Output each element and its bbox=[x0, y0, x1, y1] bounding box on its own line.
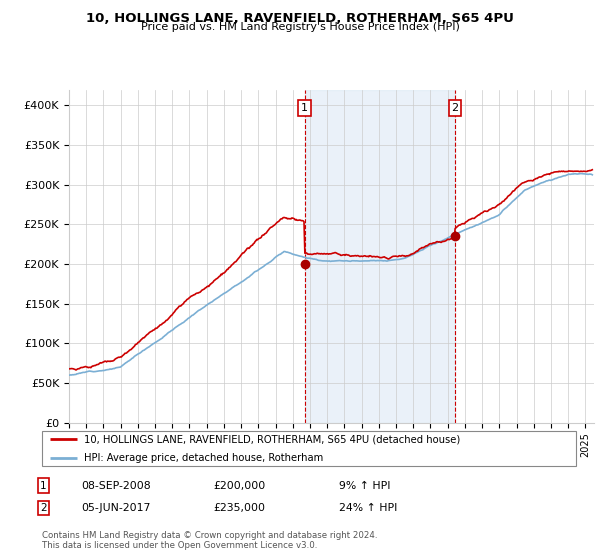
Text: 05-JUN-2017: 05-JUN-2017 bbox=[81, 503, 151, 513]
Text: 9% ↑ HPI: 9% ↑ HPI bbox=[339, 480, 391, 491]
Text: Contains HM Land Registry data © Crown copyright and database right 2024.: Contains HM Land Registry data © Crown c… bbox=[42, 531, 377, 540]
Text: 1: 1 bbox=[301, 103, 308, 113]
Text: HPI: Average price, detached house, Rotherham: HPI: Average price, detached house, Roth… bbox=[83, 453, 323, 463]
Text: 08-SEP-2008: 08-SEP-2008 bbox=[81, 480, 151, 491]
Text: This data is licensed under the Open Government Licence v3.0.: This data is licensed under the Open Gov… bbox=[42, 541, 317, 550]
Text: £235,000: £235,000 bbox=[213, 503, 265, 513]
Text: 24% ↑ HPI: 24% ↑ HPI bbox=[339, 503, 397, 513]
Text: 1: 1 bbox=[40, 480, 47, 491]
Text: 10, HOLLINGS LANE, RAVENFIELD, ROTHERHAM, S65 4PU: 10, HOLLINGS LANE, RAVENFIELD, ROTHERHAM… bbox=[86, 12, 514, 25]
Bar bbox=[305, 90, 455, 423]
Text: 2: 2 bbox=[40, 503, 47, 513]
FancyBboxPatch shape bbox=[42, 431, 576, 466]
Text: Price paid vs. HM Land Registry's House Price Index (HPI): Price paid vs. HM Land Registry's House … bbox=[140, 22, 460, 32]
Text: £200,000: £200,000 bbox=[213, 480, 265, 491]
Text: 2: 2 bbox=[452, 103, 458, 113]
Text: 10, HOLLINGS LANE, RAVENFIELD, ROTHERHAM, S65 4PU (detached house): 10, HOLLINGS LANE, RAVENFIELD, ROTHERHAM… bbox=[83, 434, 460, 444]
